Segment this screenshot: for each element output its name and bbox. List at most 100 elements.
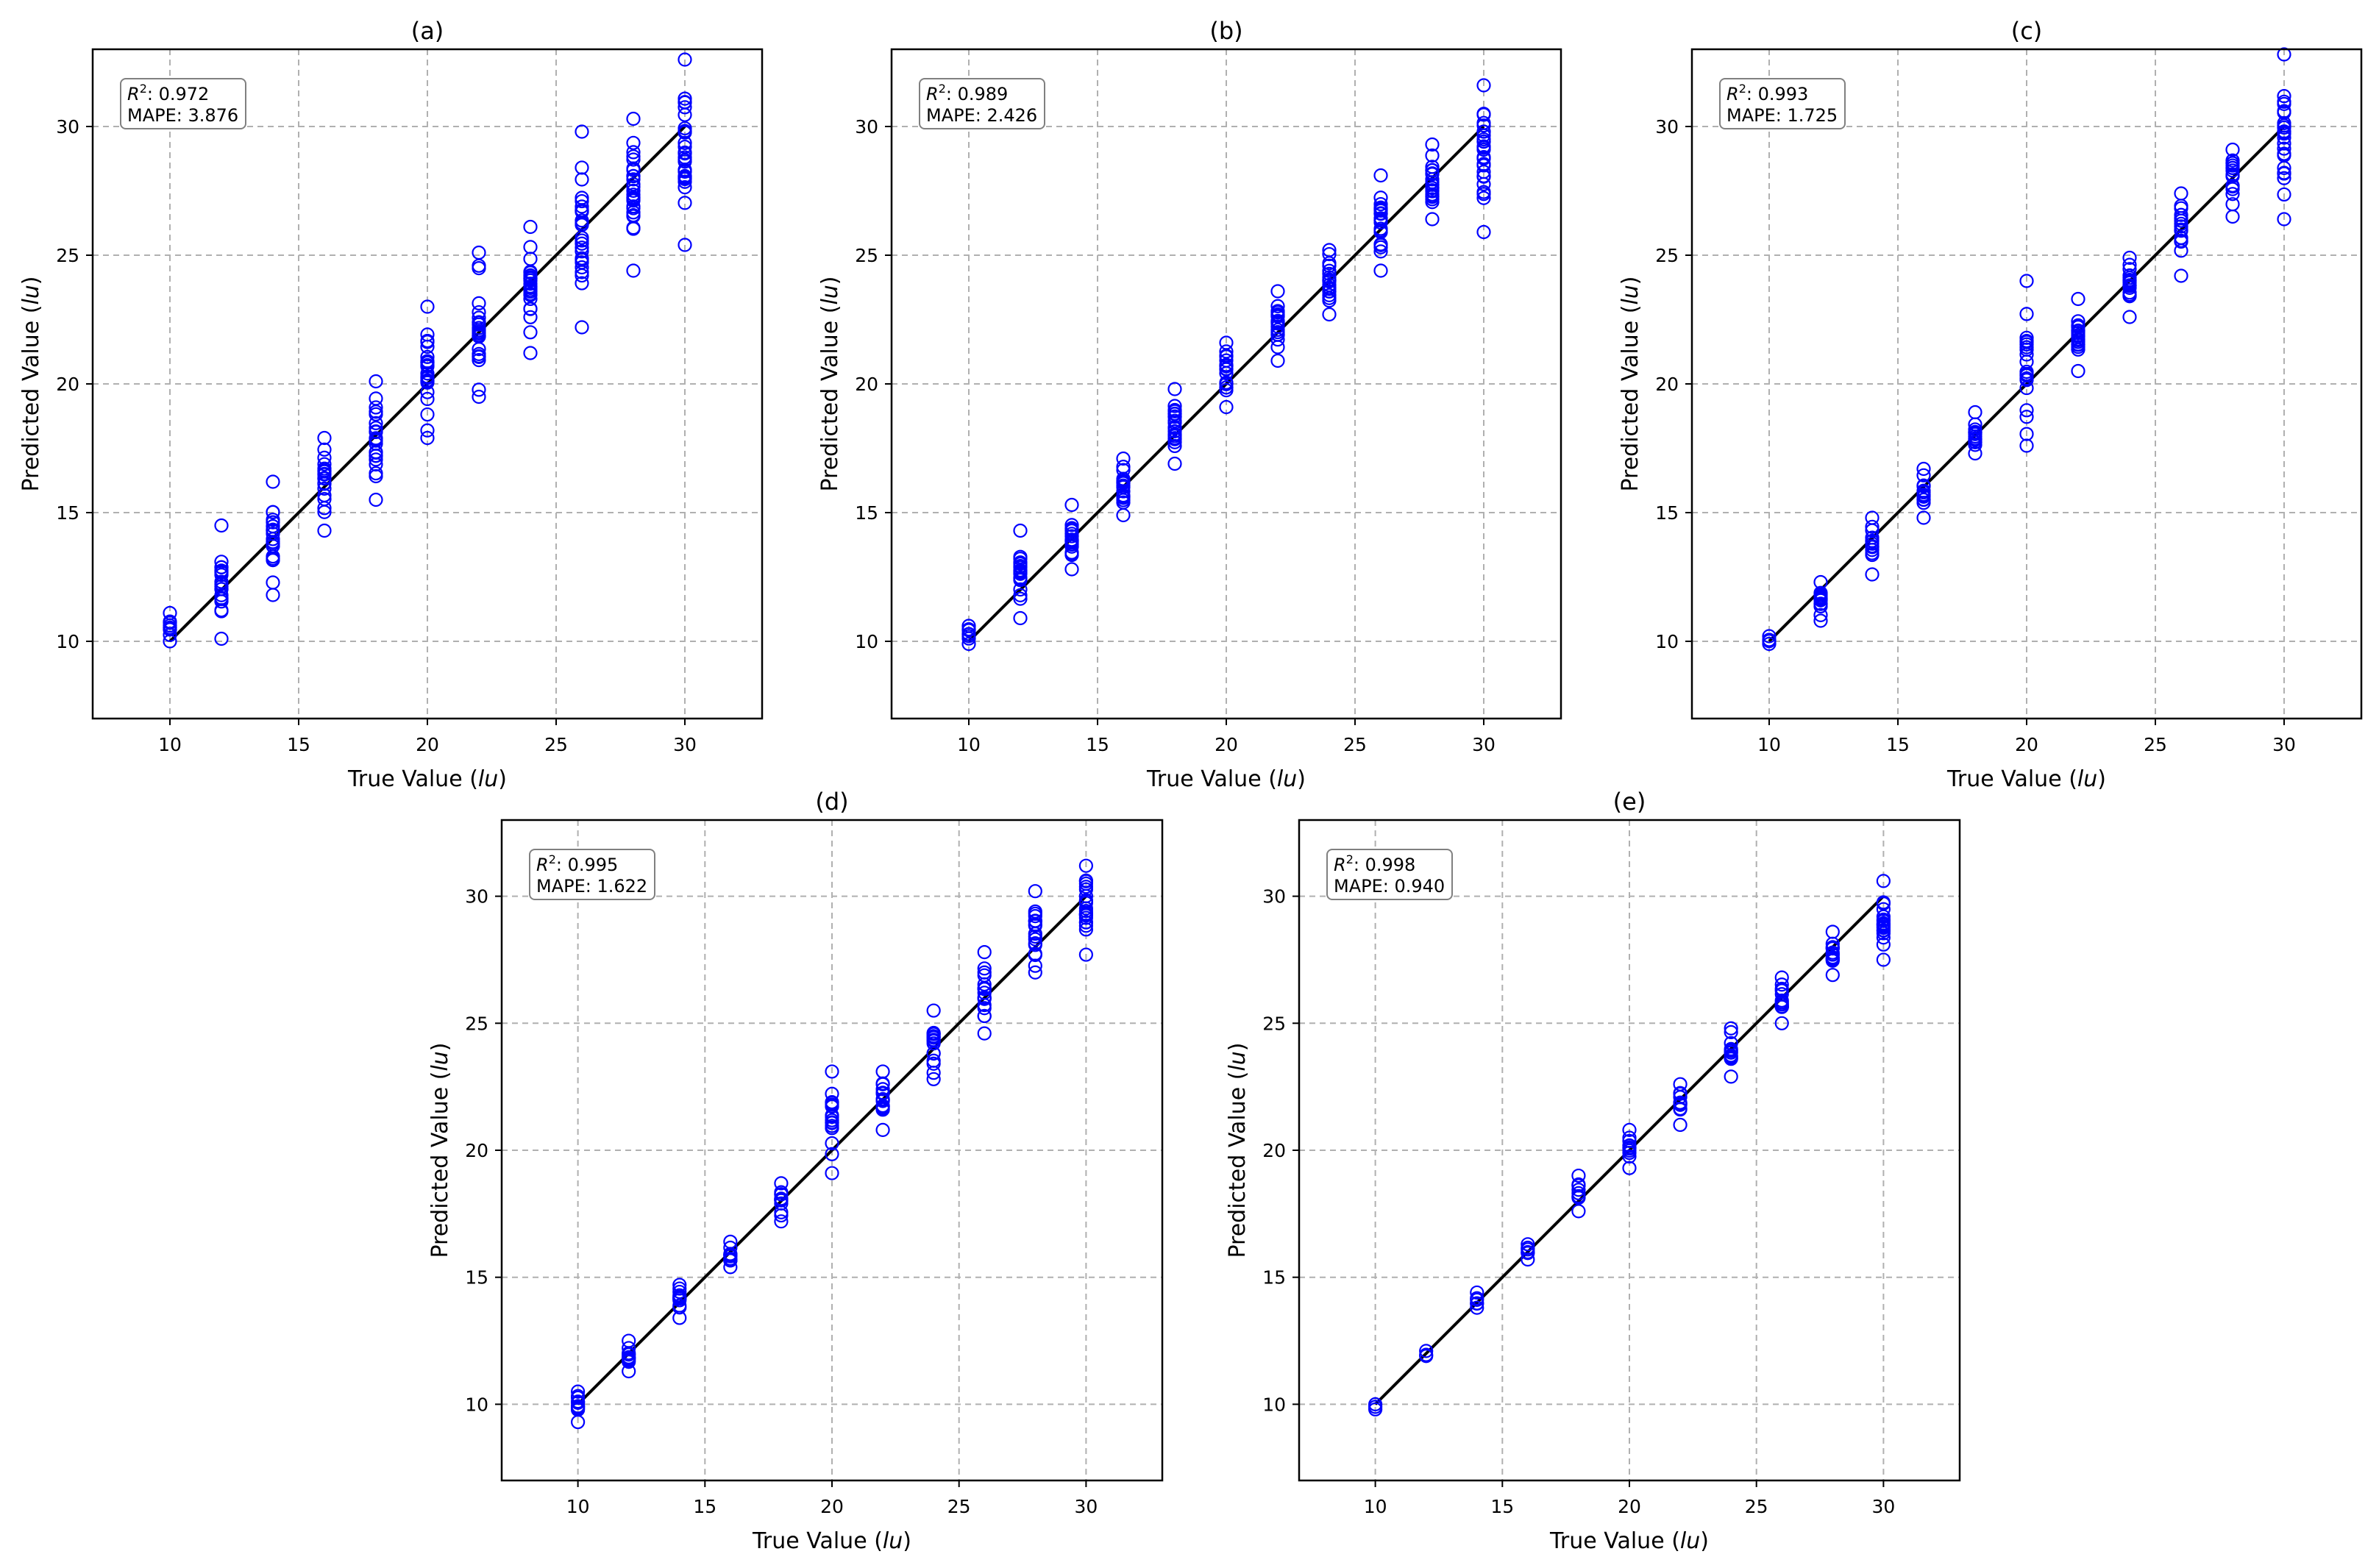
x-tick-label: 20: [1215, 734, 1238, 755]
data-point: [626, 145, 641, 160]
data-point: [214, 591, 229, 607]
data-point: [214, 518, 229, 533]
data-point: [1116, 460, 1131, 474]
data-point: [575, 215, 589, 230]
y-tick-label: 10: [1655, 631, 1679, 652]
data-point: [1813, 591, 1828, 606]
data-point: [1865, 530, 1880, 545]
data-point: [875, 1101, 890, 1116]
data-point: [1322, 274, 1337, 289]
data-point: [1373, 225, 1388, 240]
data-point: [2019, 373, 2034, 388]
data-point: [571, 1384, 586, 1399]
data-point: [2019, 427, 2034, 441]
data-point: [1425, 212, 1440, 227]
data-point: [977, 997, 992, 1013]
data-point: [1774, 999, 1789, 1014]
y-tick-label: 10: [855, 631, 878, 652]
data-point: [1373, 244, 1388, 259]
data-point: [1476, 157, 1491, 171]
data-point: [678, 150, 692, 165]
data-point: [1724, 1044, 1738, 1058]
data-point: [420, 359, 435, 374]
data-point: [266, 549, 280, 564]
data-point: [575, 320, 589, 335]
x-tick-label: 10: [1364, 1496, 1387, 1517]
data-point: [2019, 335, 2034, 349]
data-point: [369, 416, 383, 430]
data-point: [317, 501, 332, 516]
data-point: [472, 346, 486, 361]
data-point: [678, 238, 692, 252]
data-point: [1865, 540, 1880, 555]
data-point: [1028, 884, 1042, 899]
data-point: [678, 179, 692, 195]
data-point: [1028, 965, 1042, 980]
chart-panel-e: 10 15 20 25 30 10 15 20 25 30 (e) True Value (lu) Pr…: [1225, 788, 1961, 1554]
data-point: [472, 296, 486, 311]
data-point: [1476, 187, 1491, 202]
data-point: [1219, 399, 1234, 415]
data-point: [1762, 634, 1777, 649]
data-point: [214, 582, 229, 596]
data-point: [1425, 163, 1440, 178]
data-point: [1219, 383, 1234, 398]
x-tick-label: 25: [947, 1496, 971, 1517]
data-point: [678, 100, 692, 115]
x-tick-label: 15: [693, 1496, 716, 1517]
data-point: [1622, 1141, 1637, 1156]
data-point: [1622, 1149, 1637, 1164]
data-point: [1322, 256, 1337, 271]
x-tick-label: 25: [1745, 1496, 1768, 1517]
data-point: [369, 492, 383, 507]
data-point: [2019, 410, 2034, 424]
data-point: [575, 244, 589, 259]
data-point: [163, 622, 177, 637]
data-point: [575, 260, 589, 275]
r2-metric: R2: 0.998: [1334, 852, 1415, 875]
y-tick-label: 30: [1655, 116, 1679, 138]
data-point: [1028, 936, 1042, 951]
mape-metric: MAPE: 1.622: [536, 876, 647, 897]
data-point: [369, 444, 383, 460]
x-tick-label: 10: [566, 1496, 590, 1517]
data-point: [420, 335, 435, 349]
data-point: [2277, 125, 2291, 140]
data-point: [2174, 234, 2188, 249]
data-point: [1373, 263, 1388, 278]
data-point: [1622, 1130, 1637, 1145]
data-point: [1724, 1021, 1738, 1036]
metrics-box: [1326, 849, 1453, 900]
y-tick-label: 25: [465, 1013, 488, 1034]
data-point: [1876, 874, 1891, 888]
data-point: [825, 1116, 839, 1130]
x-tick-label: 25: [544, 734, 568, 755]
data-point: [2277, 120, 2291, 135]
x-axis-label: True Value (lu): [1146, 766, 1306, 792]
data-point: [575, 124, 589, 139]
data-point: [575, 276, 589, 291]
data-point: [1373, 240, 1388, 254]
y-tick-label: 20: [855, 374, 878, 395]
data-point: [266, 535, 280, 549]
data-point: [214, 560, 229, 574]
data-point: [2019, 354, 2034, 369]
data-point: [1013, 582, 1028, 597]
data-point: [2122, 250, 2137, 266]
data-point: [1724, 1050, 1738, 1065]
data-point: [622, 1346, 636, 1361]
data-point: [774, 1176, 789, 1191]
data-point: [214, 631, 229, 646]
data-point: [2019, 340, 2034, 354]
data-point: [2174, 268, 2188, 283]
data-point: [1813, 613, 1828, 628]
data-point: [1571, 1178, 1586, 1193]
data-point: [1078, 947, 1093, 962]
data-point: [1167, 416, 1182, 430]
data-point: [1013, 591, 1028, 606]
y-tick-label: 30: [1262, 886, 1286, 908]
metrics-box: [529, 849, 655, 900]
data-point: [1571, 1204, 1586, 1219]
metrics-box: [919, 78, 1045, 129]
data-point: [472, 389, 486, 405]
